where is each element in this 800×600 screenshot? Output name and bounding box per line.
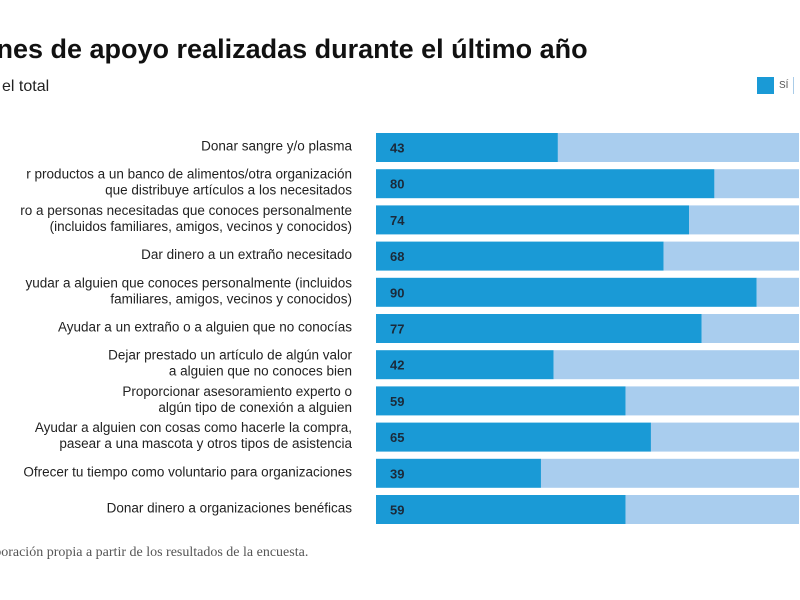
legend-swatch-si <box>757 77 774 94</box>
bar-si <box>376 422 651 452</box>
category-label: pasear a una mascota y otros tipos de as… <box>59 436 352 451</box>
category-label: Dejar prestado un artículo de algún valo… <box>108 348 352 363</box>
legend-label-si: SÍ <box>779 80 789 91</box>
bar-no <box>714 169 799 199</box>
category-label: Ayudar a alguien con cosas como hacerle … <box>35 420 352 435</box>
value-label: 59 <box>390 394 404 409</box>
value-label: 65 <box>390 430 404 445</box>
bar-si <box>376 133 558 162</box>
value-label: 80 <box>390 177 404 192</box>
bar-no <box>663 241 799 271</box>
bar-si <box>376 386 626 416</box>
category-label: yudar a alguien que conoces personalment… <box>26 275 353 290</box>
bar-no <box>557 133 799 162</box>
value-label: 77 <box>390 322 404 337</box>
chart-subtitle: el total <box>2 78 50 95</box>
category-label: algún tipo de conexión a alguien <box>158 400 352 415</box>
legend-swatch-no <box>793 77 795 94</box>
bar-si <box>376 277 757 307</box>
category-label: que distribuye artículos a los necesitad… <box>105 183 352 198</box>
value-label: 90 <box>390 285 404 300</box>
bar-si <box>376 205 690 235</box>
category-label: Dar dinero a un extraño necesitado <box>141 247 352 262</box>
source-note: aboración propia a partir de los resulta… <box>0 545 309 560</box>
value-label: 43 <box>390 141 404 156</box>
bar-si <box>376 458 541 488</box>
legend: SÍ <box>757 77 795 94</box>
category-label: ro a personas necesitadas que conoces pe… <box>20 203 352 218</box>
category-label: r productos a un banco de alimentos/otra… <box>26 167 352 182</box>
category-label: Proporcionar asesoramiento experto o <box>122 384 352 399</box>
bar-no <box>701 314 799 343</box>
bar-no <box>553 350 799 380</box>
value-label: 42 <box>390 358 404 373</box>
value-label: 39 <box>390 466 404 481</box>
category-label: Ofrecer tu tiempo como voluntario para o… <box>23 464 352 479</box>
category-label: Ayudar a un extraño o a alguien que no c… <box>58 320 352 335</box>
bar-no <box>650 422 799 452</box>
bar-no <box>625 386 799 416</box>
category-label: (incluidos familiares, amigos, vecinos y… <box>50 219 352 234</box>
value-label: 59 <box>390 503 404 518</box>
bar-si <box>376 241 664 271</box>
category-label: a alguien que no conoces bien <box>169 364 352 379</box>
bar-si <box>376 350 554 380</box>
bar-no <box>625 495 799 524</box>
bar-si <box>376 314 702 343</box>
bar-no <box>689 205 799 235</box>
value-label: 68 <box>390 249 404 264</box>
bar-si <box>376 169 715 199</box>
category-label: familiares, amigos, vecinos y conocidos) <box>110 291 352 306</box>
category-label: Donar sangre y/o plasma <box>201 139 352 154</box>
category-label: Donar dinero a organizaciones benéficas <box>107 501 353 516</box>
bar-no <box>540 458 799 488</box>
bar-no <box>756 277 799 307</box>
bar-si <box>376 495 626 524</box>
chart-title: ones de apoyo realizadas durante el últi… <box>0 34 588 64</box>
value-label: 74 <box>390 213 405 228</box>
